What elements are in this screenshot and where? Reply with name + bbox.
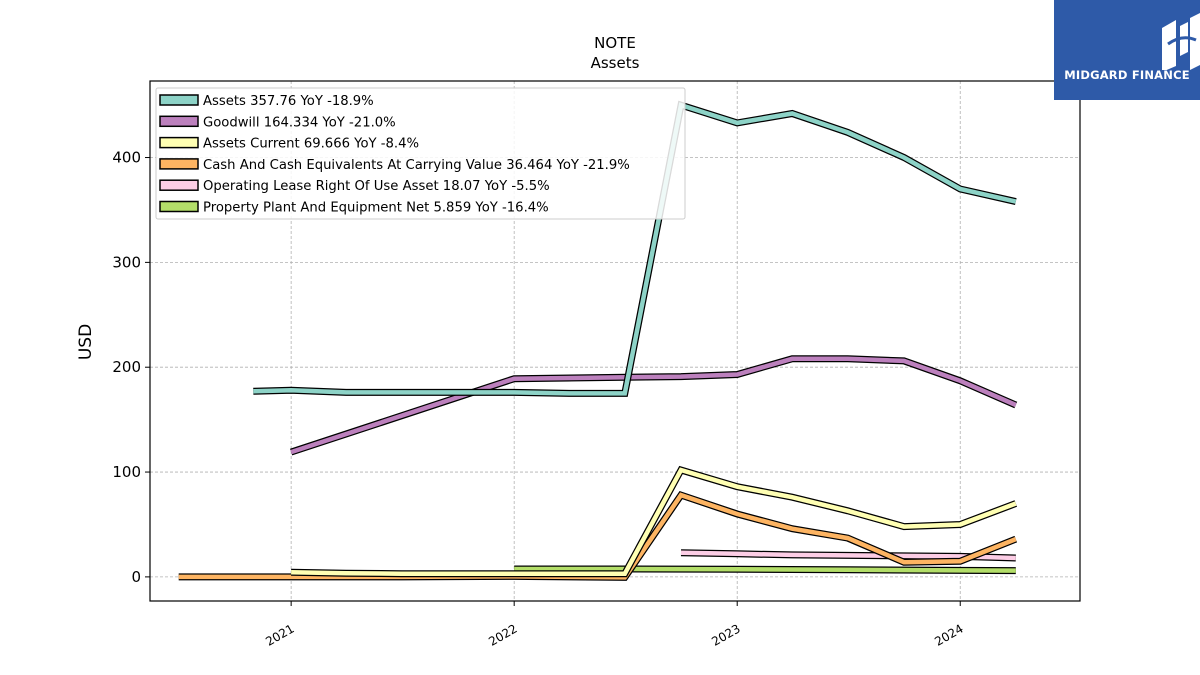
chart-title: NOTE xyxy=(594,34,636,52)
y-axis-label: USD xyxy=(76,324,96,360)
legend-label: Cash And Cash Equivalents At Carrying Va… xyxy=(203,158,630,173)
legend-box xyxy=(155,87,686,220)
legend-swatch xyxy=(159,94,199,106)
series-3 xyxy=(178,490,1018,581)
legend-label: Assets Current 69.666 YoY -8.4% xyxy=(203,137,419,152)
series-0 xyxy=(253,100,1017,397)
series-line xyxy=(680,550,1016,561)
legend-swatch xyxy=(159,179,199,191)
legend-label: Assets 357.76 YoY -18.9% xyxy=(203,94,374,109)
legend-swatch xyxy=(159,200,199,213)
chart-subtitle: Assets xyxy=(591,54,640,72)
legend-label: Operating Lease Right Of Use Asset 18.07… xyxy=(203,179,550,194)
series-line xyxy=(514,566,1016,573)
y-tick-label: 0 xyxy=(131,568,141,586)
x-tick-label: 2023 xyxy=(709,621,742,648)
series-line-outline xyxy=(178,490,1018,581)
y-tick-label: 200 xyxy=(112,358,141,376)
series-line xyxy=(253,102,1017,396)
x-tick-label: 2024 xyxy=(932,621,965,648)
series-line xyxy=(290,356,1017,455)
series-line xyxy=(178,492,1017,580)
y-tick-label: 400 xyxy=(112,149,141,167)
x-tick-label: 2022 xyxy=(486,621,519,648)
legend-swatch xyxy=(159,158,199,170)
x-tick-label: 2021 xyxy=(263,621,296,648)
midgard-finance-logo: MIDGARD FINANCE xyxy=(1054,0,1200,100)
plot-area xyxy=(149,80,1081,602)
series-5 xyxy=(514,565,1016,575)
y-tick-label: 100 xyxy=(112,463,141,481)
y-tick-label: 300 xyxy=(112,253,141,271)
series-lines xyxy=(178,100,1018,581)
logo-mark-icon xyxy=(1162,13,1200,70)
series-4 xyxy=(680,549,1016,562)
series-1 xyxy=(290,355,1018,456)
legend-label: Goodwill 164.334 YoY -21.0% xyxy=(203,115,396,130)
series-2 xyxy=(291,465,1018,578)
series-line-outline xyxy=(290,355,1018,456)
legend-swatch xyxy=(159,115,199,128)
legend-label: Property Plant And Equipment Net 5.859 Y… xyxy=(203,201,549,216)
series-line xyxy=(291,467,1017,576)
legend: Assets 357.76 YoY -18.9% Goodwill 164.334… xyxy=(155,87,686,220)
legend-swatch xyxy=(159,136,199,149)
logo-text: MIDGARD FINANCE xyxy=(1064,68,1190,82)
